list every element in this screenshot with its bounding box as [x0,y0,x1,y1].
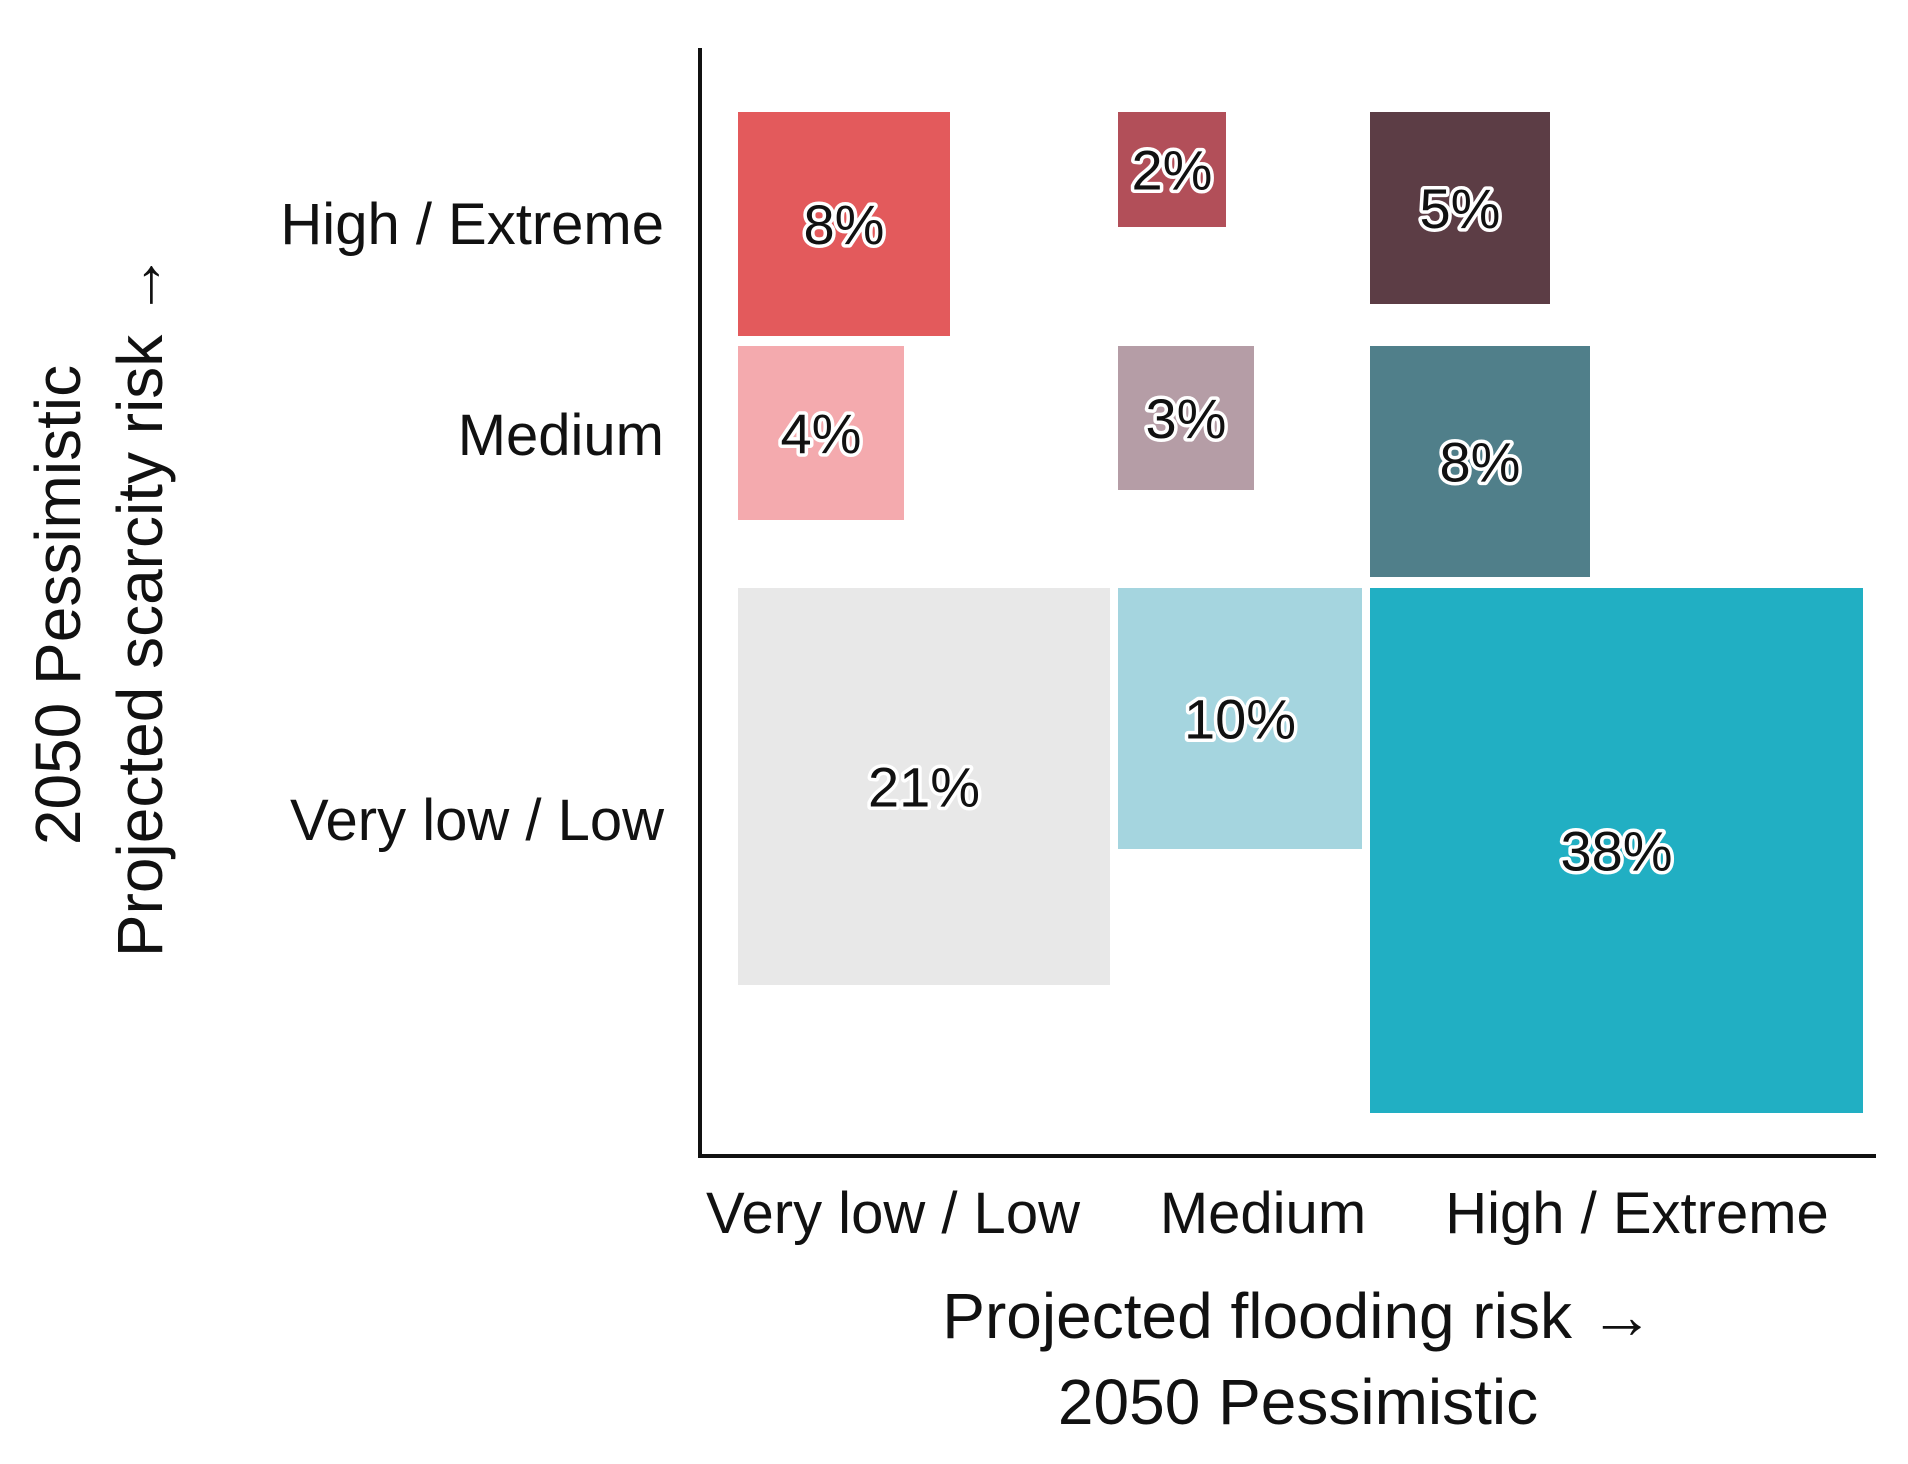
cells-group [738,112,1863,1113]
cell-label-very-low-low-scarcity-high-extreme-flooding: 38% [1560,820,1672,883]
x-axis-title-line1: Projected flooding risk → [942,1280,1653,1352]
cell-labels-group: 8% 2% 5% 4% 3% 8% 21% 10% 38% [777,135,1676,886]
cell-very-low-low-scarcity-high-extreme-flooding [1370,588,1863,1113]
y-tick-label-high-extreme: High / Extreme [280,192,664,257]
cell-label-high-extreme-scarcity-high-extreme-flooding: 5% [1420,177,1501,240]
cell-label-medium-scarcity-medium-flooding: 3% [1146,387,1227,450]
cell-high-extreme-scarcity-high-extreme-flooding [1370,112,1550,304]
cell-medium-scarcity-high-extreme-flooding [1370,346,1590,577]
y-tick-labels: Very low / Low Medium High / Extreme [280,192,665,853]
cell-label-high-extreme-scarcity-medium-flooding: 2% [1132,139,1213,202]
cell-high-extreme-scarcity-very-low-low-flooding [738,112,950,336]
cell-label-medium-scarcity-very-low-low-flooding: 4% [781,402,862,465]
x-tick-label-medium: Medium [1160,1181,1366,1246]
x-tick-labels: Very low / Low Medium High / Extreme [706,1181,1829,1246]
cell-label-medium-scarcity-high-extreme-flooding: 8% [1440,431,1521,494]
cell-high-extreme-scarcity-medium-flooding [1118,112,1226,227]
cell-medium-scarcity-very-low-low-flooding [738,346,904,520]
x-tick-label-very-low-low: Very low / Low [706,1181,1081,1246]
cell-very-low-low-scarcity-medium-flooding [1118,588,1362,849]
x-axis-title-line2: 2050 Pessimistic [1058,1366,1538,1438]
y-tick-label-very-low-low: Very low / Low [290,788,665,853]
y-axis-title-line2: Projected scarcity risk → [104,253,176,957]
cell-very-low-low-scarcity-very-low-low-flooding [738,588,1110,985]
y-tick-label-medium: Medium [458,403,664,468]
x-tick-label-high-extreme: High / Extreme [1445,1181,1829,1246]
cell-label-very-low-low-scarcity-medium-flooding: 10% [1184,688,1296,751]
cell-label-very-low-low-scarcity-very-low-low-flooding: 21% [868,756,980,819]
y-axis-title-line1: 2050 Pessimistic [22,365,94,845]
cell-medium-scarcity-medium-flooding [1118,346,1254,490]
cell-label-high-extreme-scarcity-very-low-low-flooding: 8% [804,193,885,256]
